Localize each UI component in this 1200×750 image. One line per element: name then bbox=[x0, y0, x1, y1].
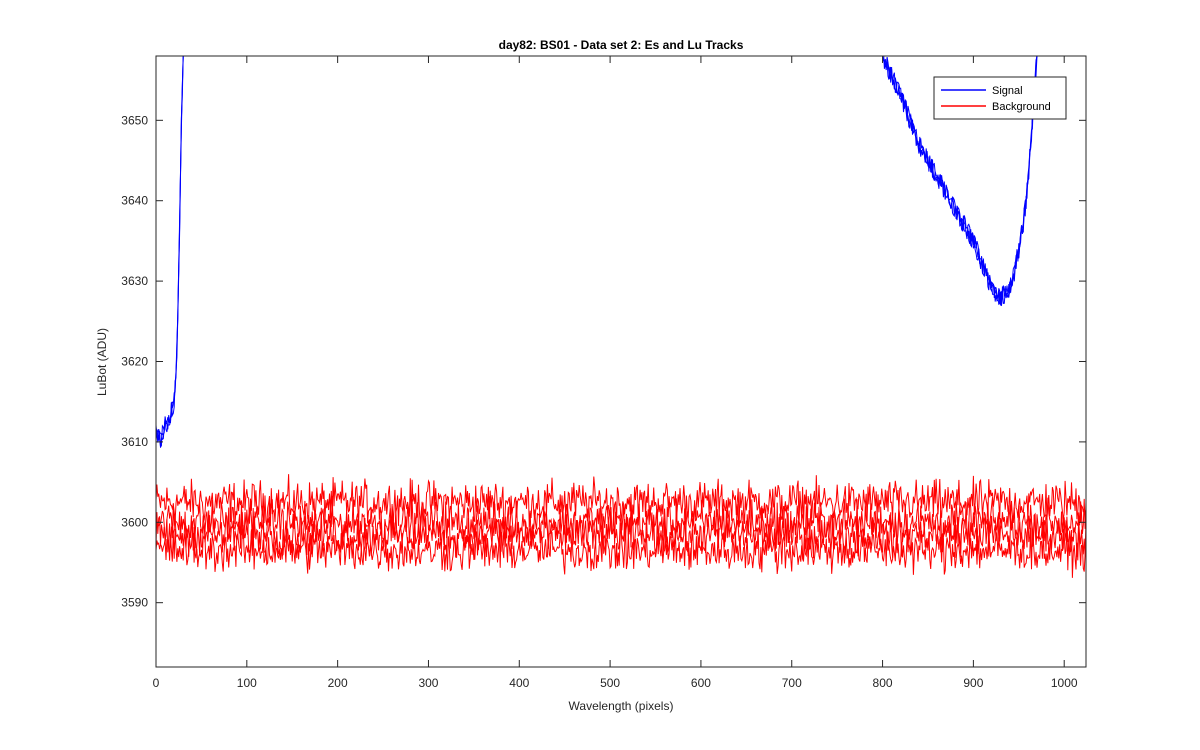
legend-label-signal: Signal bbox=[992, 85, 1023, 97]
x-axis: 0 100 200 300 400 500 600 700 800 900 1000 bbox=[153, 56, 1078, 690]
legend: Signal Background bbox=[933, 76, 1067, 120]
signal-trace bbox=[156, 56, 184, 448]
y-tick-label: 3610 bbox=[121, 435, 148, 449]
y-tick-label: 3630 bbox=[121, 274, 148, 288]
plot-area bbox=[156, 56, 1086, 667]
y-tick-label: 3650 bbox=[121, 113, 148, 127]
y-tick-label: 3590 bbox=[121, 596, 148, 610]
background-trace bbox=[156, 522, 1086, 578]
y-axis-label: LuBot (ADU) bbox=[95, 328, 109, 396]
y-tick-label: 3640 bbox=[121, 194, 148, 208]
series-layer bbox=[156, 56, 1086, 578]
x-tick-label: 800 bbox=[873, 676, 893, 690]
x-tick-label: 1000 bbox=[1051, 676, 1078, 690]
background-trace bbox=[156, 495, 1086, 549]
x-tick-label: 200 bbox=[328, 676, 348, 690]
legend-box bbox=[933, 76, 1067, 120]
x-tick-label: 100 bbox=[237, 676, 257, 690]
x-tick-label: 500 bbox=[600, 676, 620, 690]
x-tick-label: 400 bbox=[509, 676, 529, 690]
y-axis: 3590 3600 3610 3620 3630 3640 3650 bbox=[121, 113, 1086, 610]
x-axis-label: Wavelength (pixels) bbox=[569, 699, 674, 713]
x-tick-label: 0 bbox=[153, 676, 160, 690]
legend-label-background: Background bbox=[992, 101, 1051, 113]
series-signal bbox=[156, 56, 1038, 448]
series-background bbox=[156, 474, 1086, 578]
x-tick-label: 300 bbox=[418, 676, 438, 690]
y-tick-label: 3620 bbox=[121, 355, 148, 369]
x-tick-label: 600 bbox=[691, 676, 711, 690]
signal-trace bbox=[882, 56, 1038, 307]
x-tick-label: 700 bbox=[782, 676, 802, 690]
chart-title: day82: BS01 - Data set 2: Es and Lu Trac… bbox=[499, 38, 744, 52]
x-tick-label: 900 bbox=[963, 676, 983, 690]
y-tick-label: 3600 bbox=[121, 515, 148, 529]
